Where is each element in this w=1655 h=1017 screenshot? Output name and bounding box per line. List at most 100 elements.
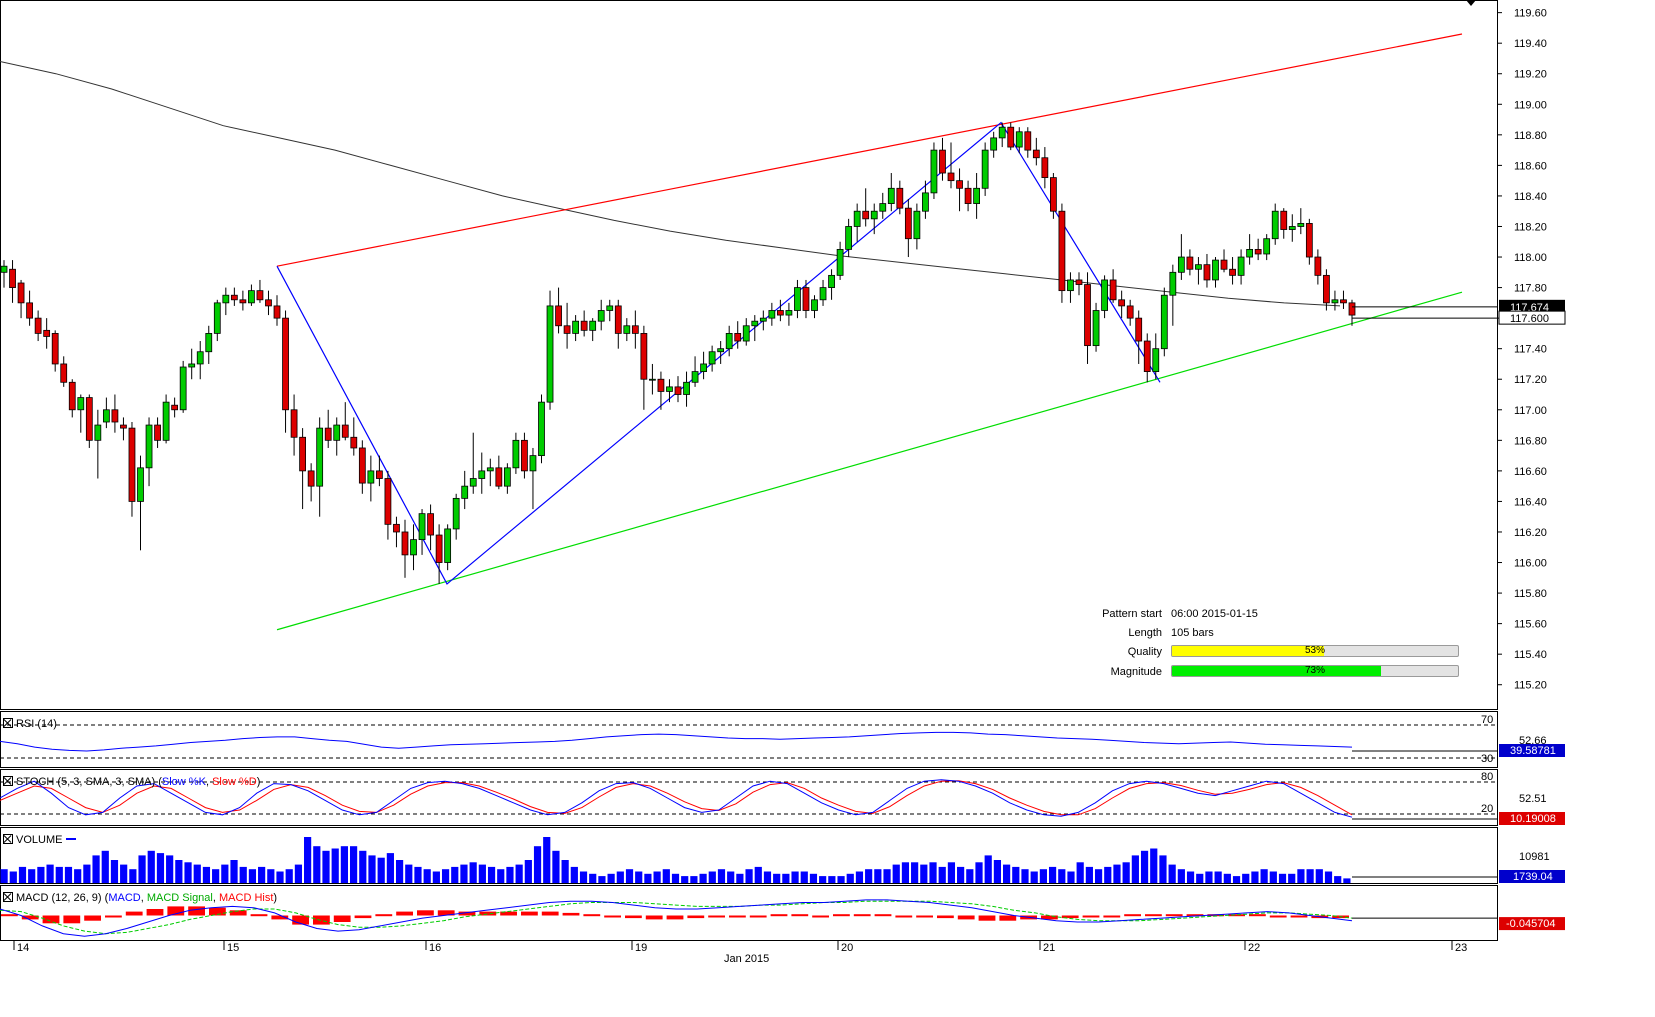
volume-bar xyxy=(579,871,588,883)
volume-bar xyxy=(828,876,836,883)
candle-up xyxy=(213,302,221,334)
price-tick-label: 116.80 xyxy=(1514,435,1547,447)
stoch-title: STOCH (5, 3, SMA, 3, SMA) xyxy=(16,776,156,788)
macd-hist-bar xyxy=(250,914,268,917)
volume-bar xyxy=(386,853,394,883)
candle-down xyxy=(1024,131,1032,151)
price-tick-label: 119.60 xyxy=(1514,8,1547,20)
candle-up xyxy=(683,381,690,395)
volume-bar xyxy=(1168,864,1176,883)
macd-hist-bar xyxy=(770,914,788,917)
price-tick-label: 118.00 xyxy=(1514,252,1547,264)
candle-down xyxy=(154,424,161,441)
candle-down xyxy=(802,287,810,311)
volume-bar xyxy=(874,869,882,883)
candle-down xyxy=(68,381,76,411)
candle-up xyxy=(1092,310,1100,347)
price-tick-label: 116.40 xyxy=(1514,496,1547,508)
candle-up xyxy=(1152,348,1160,372)
volume-bar xyxy=(276,871,284,883)
volume-bar xyxy=(487,866,496,883)
candle-up xyxy=(922,192,929,212)
candle-up xyxy=(1237,256,1245,276)
price-tick-label: 117.40 xyxy=(1514,344,1547,356)
macd-hist-bar xyxy=(749,915,767,918)
candle-down xyxy=(350,436,358,449)
volume-bar xyxy=(1269,871,1277,883)
volume-label: VOLUME xyxy=(3,834,76,846)
candle-down xyxy=(896,187,904,209)
price-tick-label: 119.00 xyxy=(1514,99,1547,111)
volume-bar xyxy=(1067,871,1075,883)
candle-down xyxy=(776,310,784,316)
candle-up xyxy=(367,470,375,484)
candle-down xyxy=(1323,274,1330,304)
macd-hist-bar xyxy=(1228,914,1245,917)
candle-down xyxy=(674,386,682,395)
macd-hist-bar xyxy=(521,911,538,916)
candle-up xyxy=(819,287,827,301)
volume-bar xyxy=(331,848,339,883)
volume-bar xyxy=(671,873,680,883)
candle-down xyxy=(307,470,315,487)
candle-up xyxy=(1331,299,1339,304)
close-box-icon[interactable] xyxy=(3,892,13,902)
stoch-scale-label: 52.51 xyxy=(1519,793,1547,805)
price-tick-label: 118.20 xyxy=(1514,221,1547,233)
stoch-k-line xyxy=(0,779,1353,818)
candle-up xyxy=(248,290,255,304)
macd-hist-bar xyxy=(333,915,351,922)
quality-bar-fill xyxy=(1172,646,1324,656)
pattern-start-label: Pattern start xyxy=(1102,608,1162,620)
candle-up xyxy=(606,305,614,311)
candle-down xyxy=(230,294,238,301)
candle-down xyxy=(1075,279,1083,285)
volume-bar xyxy=(1113,864,1121,883)
volume-bar xyxy=(184,862,192,883)
volume-bar xyxy=(938,866,946,883)
volume-bar xyxy=(1131,855,1139,883)
volume-bar xyxy=(37,866,45,883)
macd-hist-bar xyxy=(666,915,684,920)
candle-down xyxy=(563,325,571,334)
candle-down xyxy=(1126,305,1134,319)
price-tick-label: 117.00 xyxy=(1514,405,1547,417)
macd-value-bg xyxy=(1499,917,1565,931)
macd-hist-bar xyxy=(562,912,580,916)
candle-down xyxy=(273,305,281,319)
candle-down xyxy=(256,290,264,301)
volume-bar xyxy=(202,866,211,883)
resistance-line xyxy=(276,33,1463,267)
volume-bar xyxy=(395,860,404,883)
volume-bar xyxy=(285,869,293,883)
macd-hist-bar xyxy=(604,915,621,918)
rsi-level-label: 70 xyxy=(1481,714,1493,726)
close-box-icon[interactable] xyxy=(3,776,13,786)
macd-hist-bar xyxy=(125,911,143,916)
candle-up xyxy=(418,513,426,541)
candle-down xyxy=(904,207,912,240)
macd-hist-bar xyxy=(1165,914,1183,917)
time-tick-label: 15 xyxy=(227,942,239,954)
candle-up xyxy=(785,310,793,316)
volume-bar xyxy=(1186,871,1195,883)
volume-bar xyxy=(1343,878,1351,883)
volume-bar xyxy=(717,869,726,883)
close-box-icon[interactable] xyxy=(3,834,13,844)
macd-label: MACD (12, 26, 9) (MACD, MACD Signal, MAC… xyxy=(3,892,277,904)
candle-up xyxy=(162,401,170,441)
candle-up xyxy=(981,149,989,189)
candle-down xyxy=(1007,126,1015,148)
candle-down xyxy=(1143,340,1151,372)
volume-bar xyxy=(1315,869,1323,883)
candle-down xyxy=(1041,157,1049,179)
volume-bar xyxy=(359,850,367,883)
macd-hist-bar xyxy=(458,911,476,916)
macd-hist-bar xyxy=(833,914,850,917)
candle-up xyxy=(205,333,213,353)
macd-signal-name: MACD Signal xyxy=(146,892,213,904)
price-tag-bg xyxy=(1499,299,1565,313)
candle-up xyxy=(546,305,554,403)
candle-up xyxy=(725,333,733,350)
close-box-icon[interactable] xyxy=(3,718,13,728)
